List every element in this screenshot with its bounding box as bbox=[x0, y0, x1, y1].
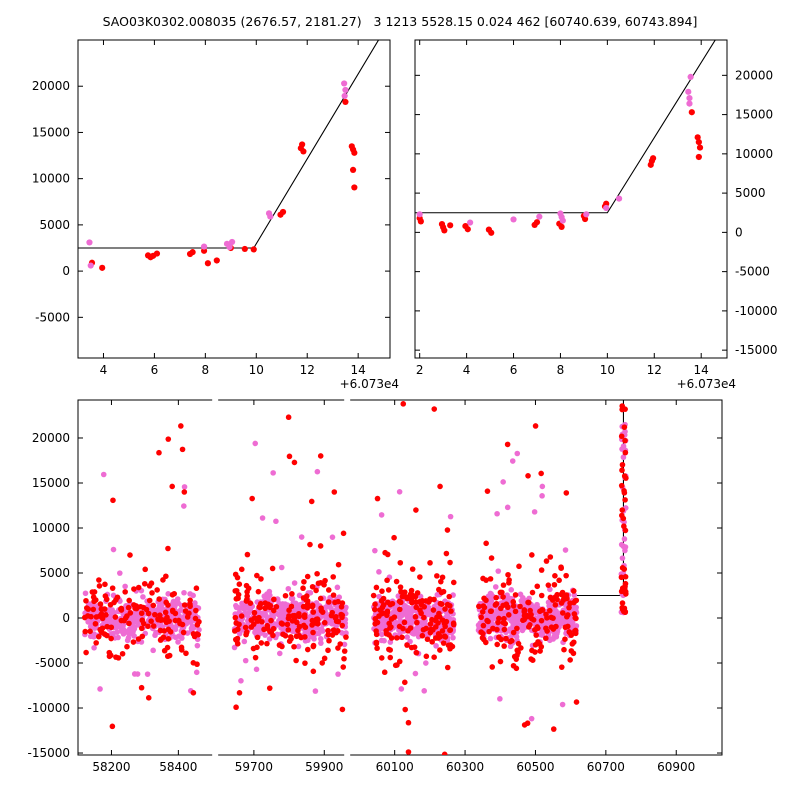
x-tick-label: 12 bbox=[300, 363, 315, 377]
x-tick-label: 58400 bbox=[159, 760, 197, 774]
x-tick-label: 60500 bbox=[516, 760, 554, 774]
y-tick-label: 10000 bbox=[32, 172, 70, 186]
y-tick-label: 15000 bbox=[32, 125, 70, 139]
series-red bbox=[416, 109, 704, 236]
cluster-red bbox=[476, 423, 580, 732]
y-tick-label: 0 bbox=[735, 225, 743, 239]
y-tick-label: 20000 bbox=[735, 68, 773, 82]
x-tick-label: 4 bbox=[100, 363, 108, 377]
plot-data bbox=[415, 40, 716, 236]
plot-data bbox=[81, 400, 629, 755]
y-tick-label: 5000 bbox=[39, 218, 70, 232]
cluster-red bbox=[231, 414, 349, 713]
y-tick-label: -5000 bbox=[35, 656, 70, 670]
ticks: 4 6 8 10 12 14 -5000 0 5000 10000 15000 20000 +6.073… bbox=[32, 40, 399, 391]
y-tick-label: -5000 bbox=[35, 310, 70, 324]
y-tick-label: 10000 bbox=[32, 521, 70, 535]
fit-line bbox=[78, 40, 380, 249]
bottom-plot: 58200 58400 59700 59900 60100 60300 60500 60700… bbox=[27, 399, 723, 774]
axis-break bbox=[212, 753, 219, 757]
cluster-red bbox=[370, 401, 457, 755]
y-tick-label: 10000 bbox=[735, 147, 773, 161]
top-right-plot: 2 4 6 8 10 12 14 -15000 -10000 -5000 0 5000 10000 150… bbox=[414, 39, 778, 391]
x-tick-label: 60900 bbox=[657, 760, 695, 774]
x-tick-label: 4 bbox=[463, 363, 471, 377]
top-left-plot: 4 6 8 10 12 14 -5000 0 5000 10000 15000 20000 +6.073… bbox=[32, 39, 399, 391]
series-red bbox=[88, 98, 358, 271]
cluster-violet bbox=[475, 450, 580, 722]
x-tick-label: 8 bbox=[557, 363, 565, 377]
y-tick-label: -10000 bbox=[735, 304, 778, 318]
x-tick-label: 6 bbox=[510, 363, 518, 377]
series-violet bbox=[416, 73, 694, 226]
x-tick-label: 10 bbox=[600, 363, 615, 377]
plot-data bbox=[78, 40, 380, 271]
x-tick-label: 14 bbox=[351, 363, 366, 377]
y-tick-label: -5000 bbox=[735, 265, 770, 279]
x-tick-label: 2 bbox=[416, 363, 424, 377]
x-offset-label: +6.073e4 bbox=[340, 377, 399, 391]
x-offset-label: +6.073e4 bbox=[677, 377, 736, 391]
x-tick-label: 6 bbox=[151, 363, 159, 377]
axes-frame bbox=[414, 39, 728, 359]
x-tick-label: 60700 bbox=[587, 760, 625, 774]
fit-line bbox=[575, 400, 625, 597]
y-tick-label: 0 bbox=[62, 611, 70, 625]
series-violet bbox=[86, 80, 349, 269]
ticks: 2 4 6 8 10 12 14 -15000 -10000 -5000 0 5000 10000 150… bbox=[415, 40, 778, 391]
axis-break bbox=[344, 753, 351, 757]
y-tick-label: 20000 bbox=[32, 431, 70, 445]
x-tick-label: 14 bbox=[694, 363, 709, 377]
figure-title: SAO03K0302.008035 (2676.57, 2181.27) 3 1… bbox=[102, 14, 698, 29]
x-tick-label: 12 bbox=[647, 363, 662, 377]
y-tick-label: 20000 bbox=[32, 79, 70, 93]
y-tick-label: 5000 bbox=[39, 566, 70, 580]
axis-break bbox=[212, 399, 219, 402]
y-tick-label: 5000 bbox=[735, 186, 766, 200]
axis-break bbox=[344, 399, 351, 402]
x-tick-label: 58200 bbox=[92, 760, 130, 774]
x-tick-label: 60100 bbox=[376, 760, 414, 774]
y-tick-label: 0 bbox=[62, 264, 70, 278]
cluster-red bbox=[81, 423, 202, 730]
y-tick-label: -15000 bbox=[735, 343, 778, 357]
ticks: 58200 58400 59700 59900 60100 60300 60500 60700… bbox=[27, 400, 722, 774]
fit-line bbox=[415, 40, 716, 214]
x-tick-label: 60300 bbox=[446, 760, 484, 774]
y-tick-label: -15000 bbox=[27, 746, 70, 760]
cluster-violet bbox=[82, 471, 202, 694]
axes-frame bbox=[77, 399, 723, 757]
x-tick-label: 8 bbox=[202, 363, 210, 377]
axes-frame bbox=[77, 39, 391, 359]
y-tick-label: 15000 bbox=[32, 476, 70, 490]
y-tick-label: -10000 bbox=[27, 701, 70, 715]
x-tick-label: 10 bbox=[249, 363, 264, 377]
cluster-violet bbox=[231, 440, 349, 694]
flare-points bbox=[618, 403, 629, 616]
x-tick-label: 59900 bbox=[305, 760, 343, 774]
y-tick-label: 15000 bbox=[735, 108, 773, 122]
x-tick-label: 59700 bbox=[235, 760, 273, 774]
